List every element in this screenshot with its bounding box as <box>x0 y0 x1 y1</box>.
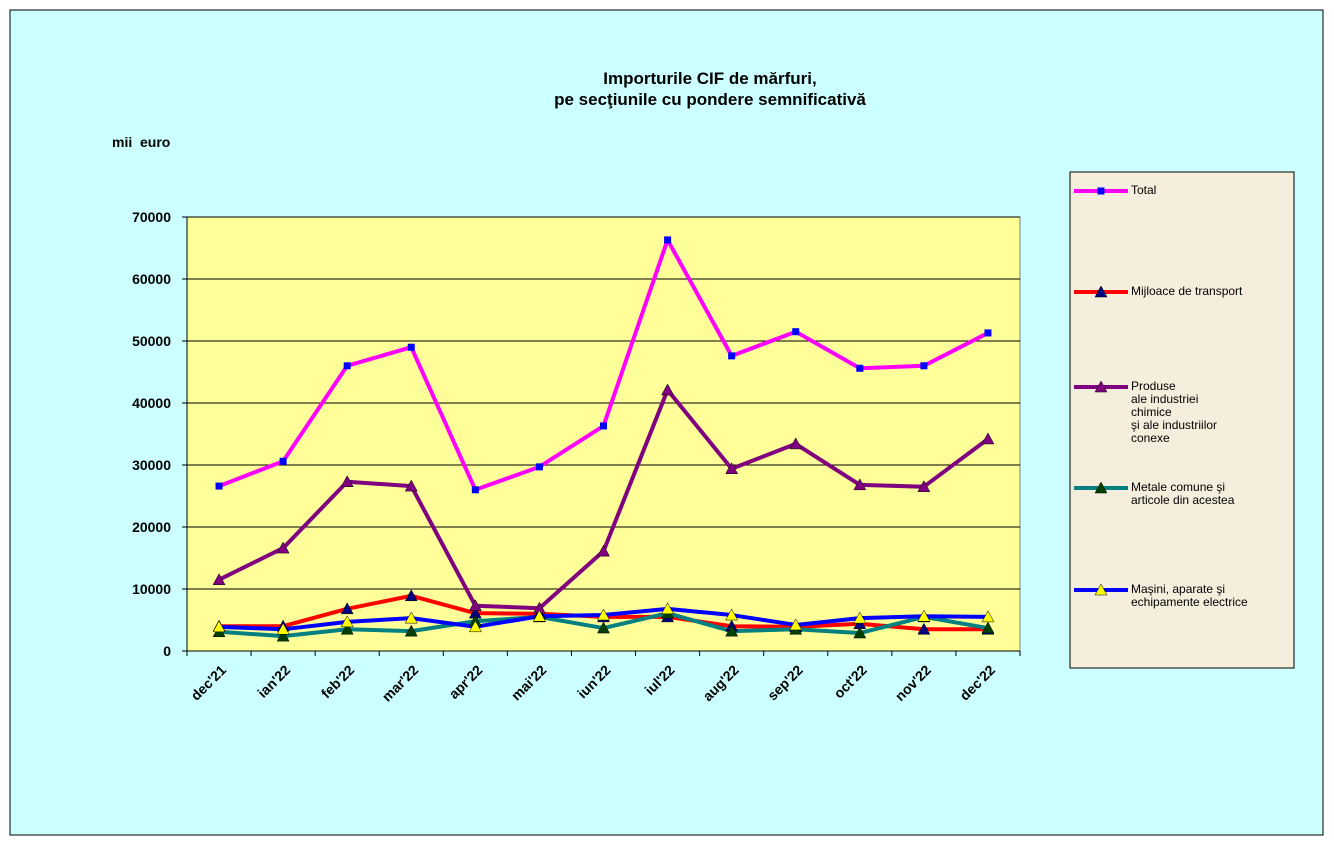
y-axis-label: mii euro <box>112 134 171 150</box>
data-point <box>468 599 482 611</box>
y-tick-label: 70000 <box>132 209 171 225</box>
data-point <box>212 573 226 585</box>
data-point <box>661 602 674 615</box>
data-point <box>984 329 992 337</box>
legend-label: Produse ale industriei chimice şi ale in… <box>1131 379 1218 445</box>
data-point <box>597 544 610 557</box>
data-point <box>279 457 287 465</box>
data-point <box>725 462 739 474</box>
legend-marker <box>1094 380 1108 393</box>
legend-label: Metale comune şi articole din acestea <box>1131 480 1235 507</box>
data-point <box>404 611 418 624</box>
y-tick-label: 30000 <box>132 457 171 473</box>
chart-title: Importurile CIF de mărfuri, pe secţiunil… <box>554 69 866 109</box>
data-point <box>340 602 354 615</box>
data-point <box>917 622 931 635</box>
data-point <box>853 626 867 639</box>
data-point <box>407 343 415 351</box>
y-tick-label: 10000 <box>132 581 171 597</box>
plot-area <box>186 216 1021 652</box>
data-point <box>215 482 223 490</box>
data-point <box>917 480 931 492</box>
data-point <box>853 478 867 491</box>
y-tick-label: 0 <box>163 643 171 659</box>
data-point <box>533 609 546 622</box>
data-point <box>340 622 354 635</box>
data-point <box>600 422 607 430</box>
data-point <box>468 620 482 633</box>
legend-marker <box>1094 285 1108 298</box>
data-point <box>340 615 354 628</box>
legend-box <box>1069 171 1295 669</box>
data-point <box>471 486 479 494</box>
data-point <box>404 479 418 492</box>
data-point <box>853 611 867 624</box>
data-point <box>725 608 739 621</box>
data-point <box>920 362 928 370</box>
y-tick-label: 20000 <box>132 519 171 535</box>
data-point <box>981 621 995 634</box>
data-point <box>404 589 418 602</box>
data-point <box>343 362 351 370</box>
data-point <box>856 364 864 372</box>
data-point <box>404 624 418 637</box>
legend-label: Total <box>1131 183 1157 197</box>
data-point <box>981 610 995 623</box>
data-point <box>535 463 543 471</box>
legend-label: Maşini, aparate şi echipamente electrice <box>1131 582 1248 609</box>
data-point <box>340 475 354 487</box>
data-point <box>664 236 672 244</box>
data-point <box>597 621 610 634</box>
data-point <box>276 622 290 635</box>
data-point <box>728 352 736 360</box>
data-point <box>276 629 290 642</box>
data-point <box>917 609 931 622</box>
data-point <box>276 541 290 554</box>
data-point <box>789 437 803 450</box>
y-tick-label: 50000 <box>132 333 171 349</box>
data-point <box>789 618 803 631</box>
legend-marker <box>1097 187 1105 195</box>
data-point <box>661 383 674 396</box>
data-point <box>792 328 800 336</box>
data-point <box>212 620 226 633</box>
data-point <box>725 624 739 637</box>
y-tick-label: 60000 <box>132 271 171 287</box>
legend-marker <box>1094 481 1108 494</box>
legend-marker <box>1094 583 1108 596</box>
data-point <box>597 608 610 621</box>
data-point <box>981 432 995 445</box>
legend-label: Mijloace de transport <box>1131 284 1243 298</box>
y-tick-label: 40000 <box>132 395 171 411</box>
